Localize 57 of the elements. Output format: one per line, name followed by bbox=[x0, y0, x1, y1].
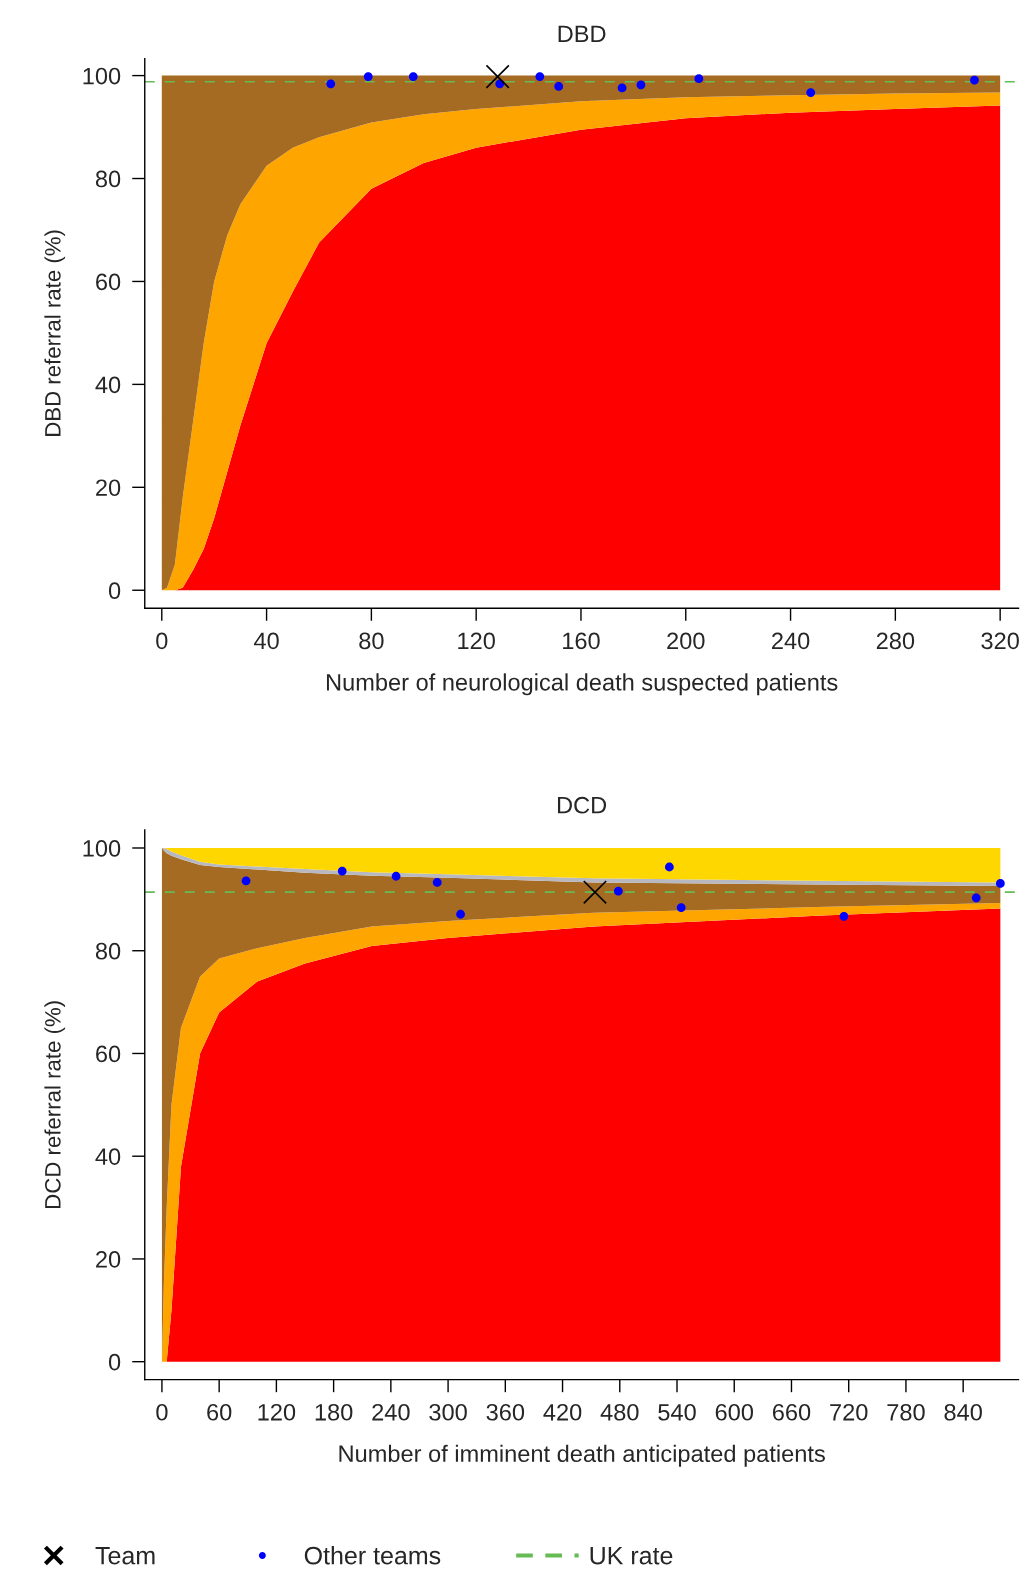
x-axis-title: Number of imminent death anticipated patients bbox=[339, 1444, 825, 1467]
x-tick-label: 840 bbox=[944, 1403, 982, 1421]
point bbox=[839, 911, 849, 921]
y-tick-label: 0 bbox=[108, 1353, 121, 1371]
legend-label: Other teams bbox=[304, 1546, 441, 1565]
point bbox=[582, 880, 608, 905]
y-axis-title: DCD referral rate (%) bbox=[44, 1001, 66, 1208]
x-tick-label: 60 bbox=[207, 1403, 232, 1421]
x-tick-label: 180 bbox=[315, 1403, 353, 1421]
x-tick-label: 320 bbox=[981, 632, 1019, 650]
x-tick-label: 540 bbox=[658, 1403, 696, 1421]
x-tick-label: 80 bbox=[359, 632, 384, 650]
y-tick-label: 80 bbox=[95, 942, 121, 960]
y-tick-label: 40 bbox=[95, 376, 121, 394]
x-tick-label: 280 bbox=[876, 632, 915, 650]
y-tick-label: 60 bbox=[96, 1045, 121, 1063]
point bbox=[456, 909, 465, 919]
x-tick-label: 420 bbox=[543, 1403, 582, 1421]
y-tick-label: 100 bbox=[83, 67, 121, 85]
x-axis-title: Number of neurological death suspected patients bbox=[326, 673, 838, 696]
point bbox=[971, 893, 981, 903]
legend-label: UK rate bbox=[590, 1547, 673, 1565]
point bbox=[432, 878, 442, 887]
x-tick-label: 480 bbox=[600, 1403, 639, 1421]
x-tick-label: 120 bbox=[258, 1403, 296, 1421]
x-tick-label: 300 bbox=[429, 1403, 467, 1421]
point bbox=[337, 866, 347, 876]
y-tick-label: 20 bbox=[96, 479, 121, 497]
y-tick-label: 40 bbox=[95, 1148, 121, 1165]
point bbox=[676, 903, 686, 912]
point bbox=[241, 876, 251, 886]
y-tick-label: 20 bbox=[96, 1251, 121, 1268]
y-tick-label: 60 bbox=[96, 273, 121, 291]
x-tick-label: 660 bbox=[772, 1403, 811, 1421]
chart-title: DCD bbox=[557, 796, 607, 814]
x-tick-label: 240 bbox=[372, 1403, 410, 1421]
x-tick-label: 720 bbox=[830, 1403, 868, 1421]
y-tick-label: 100 bbox=[83, 840, 121, 857]
point bbox=[664, 862, 674, 872]
x-tick-label: 120 bbox=[458, 632, 495, 650]
x-tick-label: 600 bbox=[715, 1403, 754, 1421]
x-tick-label: 160 bbox=[563, 632, 600, 650]
x-tick-label: 40 bbox=[254, 632, 279, 650]
x-tick-label: 360 bbox=[486, 1403, 525, 1421]
x-tick-label: 780 bbox=[887, 1403, 925, 1421]
x-tick-label: 240 bbox=[772, 632, 810, 650]
legend-label: Team bbox=[95, 1547, 155, 1565]
y-tick-label: 0 bbox=[108, 582, 121, 600]
x-tick-label: 0 bbox=[156, 632, 168, 650]
y-tick-label: 80 bbox=[95, 170, 121, 188]
chart-title: DBD bbox=[558, 25, 606, 42]
point bbox=[391, 871, 401, 881]
x-tick-label: 200 bbox=[667, 632, 705, 650]
y-axis-title: DBD referral rate (%) bbox=[44, 230, 66, 436]
point bbox=[995, 879, 1005, 888]
x-tick-label: 0 bbox=[156, 1403, 168, 1421]
point bbox=[613, 886, 623, 896]
